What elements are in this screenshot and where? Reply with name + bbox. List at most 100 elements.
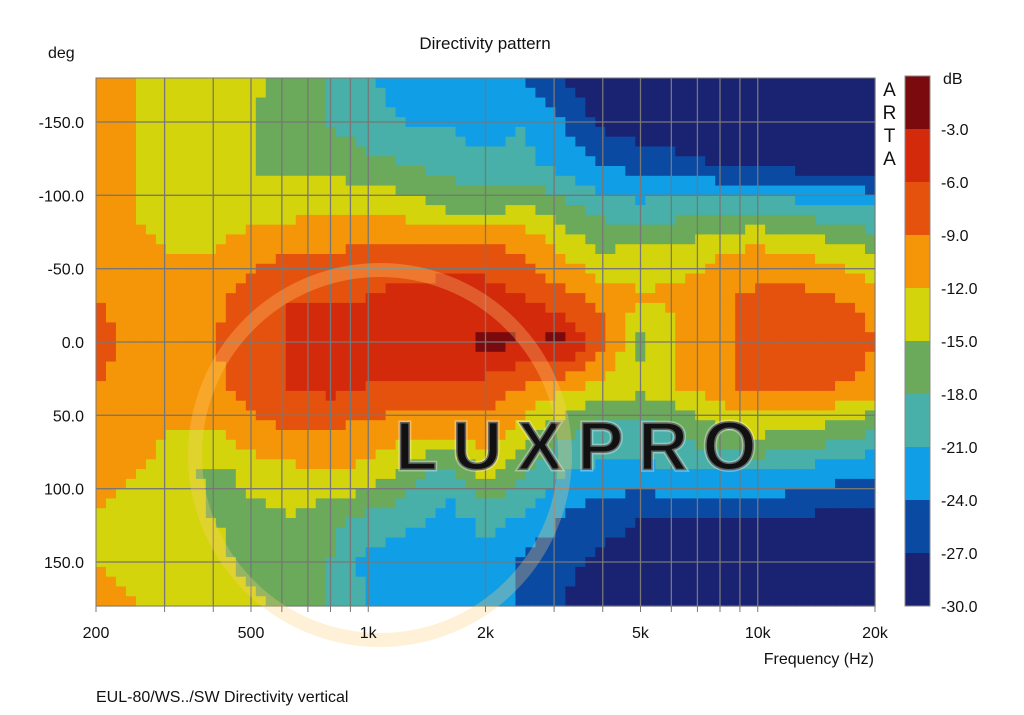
heatmap-cell: [275, 185, 287, 196]
heatmap-cell: [355, 156, 367, 167]
heatmap-cell: [765, 430, 776, 441]
heatmap-cell: [655, 371, 666, 382]
heatmap-cell: [365, 371, 377, 382]
heatmap-cell: [745, 224, 756, 236]
heatmap-cell: [335, 254, 347, 265]
colorbar-band: [905, 447, 930, 501]
heatmap-cell: [605, 527, 616, 539]
heatmap-cell: [565, 312, 576, 324]
heatmap-cell: [96, 478, 107, 490]
heatmap-cell: [285, 136, 297, 148]
heatmap-cell: [135, 175, 147, 187]
heatmap-cell: [825, 449, 836, 460]
heatmap-cell: [115, 547, 127, 558]
heatmap-cell: [505, 371, 517, 382]
heatmap-cell: [545, 390, 557, 402]
heatmap-cell: [495, 185, 507, 196]
heatmap-cell: [775, 185, 786, 196]
heatmap-cell: [685, 469, 696, 480]
heatmap-cell: [695, 126, 706, 138]
heatmap-cell: [805, 576, 816, 588]
heatmap-cell: [425, 224, 437, 236]
heatmap-cell: [705, 351, 716, 363]
heatmap-cell: [705, 312, 716, 324]
heatmap-cell: [795, 478, 806, 490]
heatmap-cell: [785, 244, 796, 255]
heatmap-cell: [235, 586, 247, 597]
heatmap-cell: [465, 361, 477, 372]
heatmap-cell: [235, 371, 247, 382]
heatmap-cell: [545, 498, 557, 509]
heatmap-cell: [615, 126, 626, 138]
heatmap-cell: [405, 381, 417, 392]
heatmap-cell: [265, 273, 277, 284]
heatmap-cell: [745, 576, 756, 588]
heatmap-cell: [315, 87, 327, 99]
heatmap-cell: [255, 156, 267, 167]
heatmap-cell: [335, 195, 347, 206]
heatmap-cell: [805, 78, 816, 89]
heatmap-cell: [625, 293, 636, 304]
heatmap-cell: [105, 390, 117, 402]
heatmap-cell: [855, 332, 866, 343]
heatmap-cell: [765, 332, 776, 343]
heatmap-cell: [505, 175, 517, 187]
heatmap-cell: [145, 430, 157, 441]
heatmap-cell: [145, 214, 157, 226]
colorbar-band: [905, 553, 930, 607]
heatmap-cell: [845, 400, 856, 412]
heatmap-cell: [395, 97, 407, 108]
heatmap-cell: [815, 361, 826, 372]
heatmap-cell: [235, 596, 247, 607]
heatmap-cell: [125, 283, 137, 294]
heatmap-cell: [365, 596, 377, 607]
heatmap-cell: [185, 469, 197, 480]
heatmap-cell: [105, 244, 117, 255]
heatmap-cell: [355, 78, 367, 89]
heatmap-cell: [335, 547, 347, 558]
heatmap-cell: [365, 576, 377, 588]
heatmap-cell: [515, 449, 527, 460]
heatmap-cell: [225, 146, 237, 157]
heatmap-cell: [515, 293, 527, 304]
heatmap-cell: [335, 342, 347, 353]
heatmap-cell: [605, 518, 616, 529]
heatmap-cell: [485, 400, 497, 412]
heatmap-cell: [175, 508, 187, 519]
heatmap-cell: [205, 381, 217, 392]
heatmap-cell: [215, 234, 227, 245]
heatmap-cell: [425, 107, 437, 118]
heatmap-cell: [125, 342, 137, 353]
heatmap-cell: [705, 166, 716, 177]
heatmap-cell: [815, 195, 826, 206]
heatmap-cell: [785, 400, 796, 412]
heatmap-cell: [175, 566, 187, 578]
heatmap-cell: [355, 293, 367, 304]
heatmap-cell: [515, 439, 527, 451]
heatmap-cell: [605, 156, 616, 167]
heatmap-cell: [135, 273, 147, 284]
heatmap-cell: [145, 87, 157, 99]
heatmap-cell: [115, 87, 127, 99]
heatmap-cell: [665, 527, 676, 539]
heatmap-cell: [755, 126, 766, 138]
heatmap-cell: [835, 214, 846, 226]
heatmap-cell: [96, 508, 107, 519]
heatmap-cell: [375, 332, 387, 343]
heatmap-cell: [615, 518, 626, 529]
heatmap-cell: [745, 390, 756, 402]
heatmap-cell: [525, 293, 537, 304]
heatmap-cell: [305, 146, 317, 157]
heatmap-cell: [96, 312, 107, 324]
heatmap-cell: [305, 518, 317, 529]
heatmap-cell: [835, 518, 846, 529]
heatmap-cell: [185, 518, 197, 529]
heatmap-cell: [225, 214, 237, 226]
heatmap-cell: [595, 302, 606, 314]
heatmap-cell: [105, 214, 117, 226]
heatmap-cell: [865, 332, 876, 343]
heatmap-cell: [815, 596, 826, 607]
heatmap-cell: [785, 518, 796, 529]
heatmap-cell: [845, 459, 856, 470]
heatmap-cell: [805, 547, 816, 558]
